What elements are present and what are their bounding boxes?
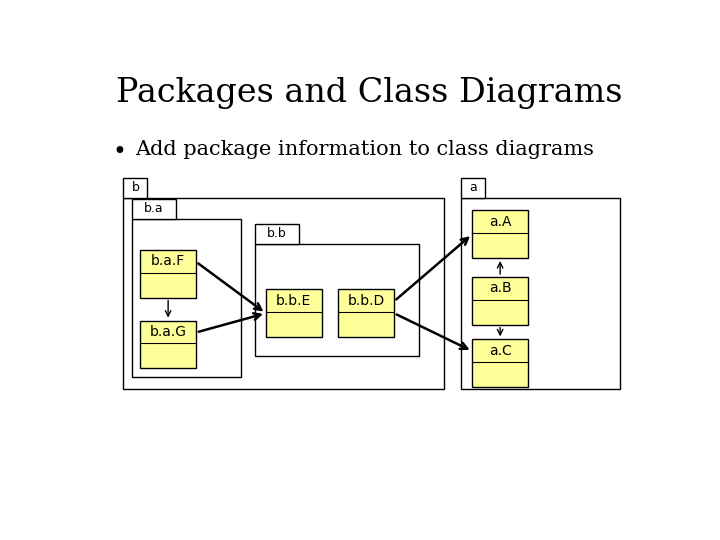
Text: a.A: a.A [489, 215, 511, 229]
Text: •: • [112, 140, 126, 164]
Bar [472, 277, 528, 325]
Bar [124, 198, 444, 389]
Text: a: a [469, 181, 477, 194]
Bar [140, 250, 196, 298]
Text: Packages and Class Diagrams: Packages and Class Diagrams [116, 77, 622, 109]
Bar [472, 339, 528, 387]
Bar [461, 198, 620, 389]
Text: Add package information to class diagrams: Add package information to class diagram… [135, 140, 593, 159]
Bar [255, 224, 299, 244]
Text: a.B: a.B [489, 281, 511, 295]
Bar [140, 321, 196, 368]
Text: b.b: b.b [267, 227, 287, 240]
Text: b.b.E: b.b.E [276, 294, 311, 308]
Text: b: b [132, 181, 140, 194]
Bar [132, 219, 240, 377]
Bar [266, 289, 322, 337]
Text: b.b.D: b.b.D [348, 294, 384, 308]
Text: b.a.G: b.a.G [150, 325, 186, 339]
Text: a.C: a.C [489, 343, 511, 357]
Bar [338, 289, 394, 337]
Bar [472, 210, 528, 258]
Text: b.a.F: b.a.F [151, 254, 185, 268]
Text: b.a: b.a [144, 202, 163, 215]
Bar [461, 178, 485, 198]
Bar [124, 178, 148, 198]
Bar [255, 244, 419, 356]
Bar [132, 199, 176, 219]
